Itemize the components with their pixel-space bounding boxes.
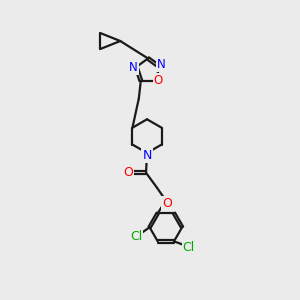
Text: O: O [123, 166, 133, 179]
Text: N: N [129, 61, 138, 74]
Text: Cl: Cl [130, 230, 142, 243]
Text: Cl: Cl [183, 241, 195, 254]
Text: N: N [142, 149, 152, 162]
Text: O: O [162, 197, 172, 210]
Text: N: N [157, 58, 166, 71]
Text: O: O [154, 74, 163, 87]
